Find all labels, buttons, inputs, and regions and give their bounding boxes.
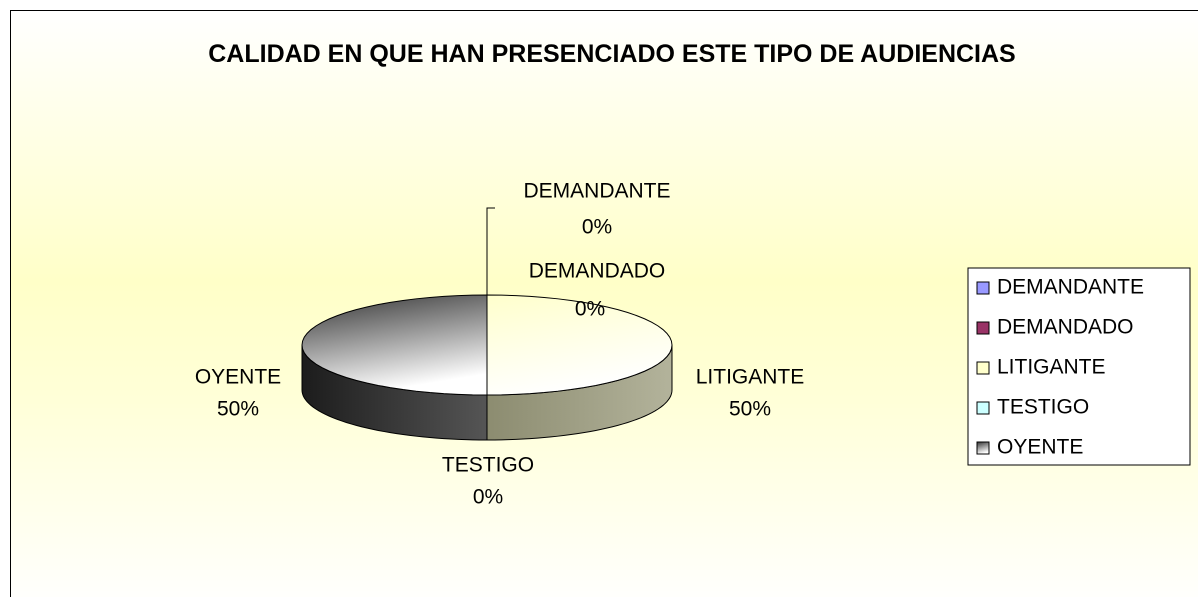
data-label-name: DEMANDANTE bbox=[523, 180, 670, 203]
legend-label: DEMANDANTE bbox=[997, 276, 1144, 299]
data-label-name: DEMANDADO bbox=[529, 260, 666, 283]
slice bbox=[486, 294, 673, 396]
legend-swatch bbox=[976, 281, 990, 295]
slice bbox=[301, 294, 488, 396]
data-label-name: LITIGANTE bbox=[696, 366, 805, 389]
data-label-value: 0% bbox=[473, 486, 503, 509]
data-label-value: 50% bbox=[217, 398, 259, 421]
data-label-name: OYENTE bbox=[195, 366, 281, 389]
legend-swatch bbox=[976, 361, 990, 375]
data-label-value: 0% bbox=[575, 298, 605, 321]
data-label-value: 0% bbox=[582, 216, 612, 239]
legend-label: TESTIGO bbox=[997, 396, 1089, 419]
legend-swatch bbox=[976, 321, 990, 335]
chart-title: CALIDAD EN QUE HAN PRESENCIADO ESTE TIPO… bbox=[208, 40, 1016, 68]
legend-swatch bbox=[976, 441, 990, 455]
legend-label: LITIGANTE bbox=[997, 356, 1106, 379]
leader-line bbox=[486, 207, 495, 295]
legend-swatch bbox=[976, 401, 990, 415]
data-label-value: 50% bbox=[729, 398, 771, 421]
legend-box bbox=[967, 267, 1191, 466]
data-label-name: TESTIGO bbox=[442, 454, 534, 477]
legend-label: DEMANDADO bbox=[997, 316, 1134, 339]
legend-label: OYENTE bbox=[997, 436, 1083, 459]
